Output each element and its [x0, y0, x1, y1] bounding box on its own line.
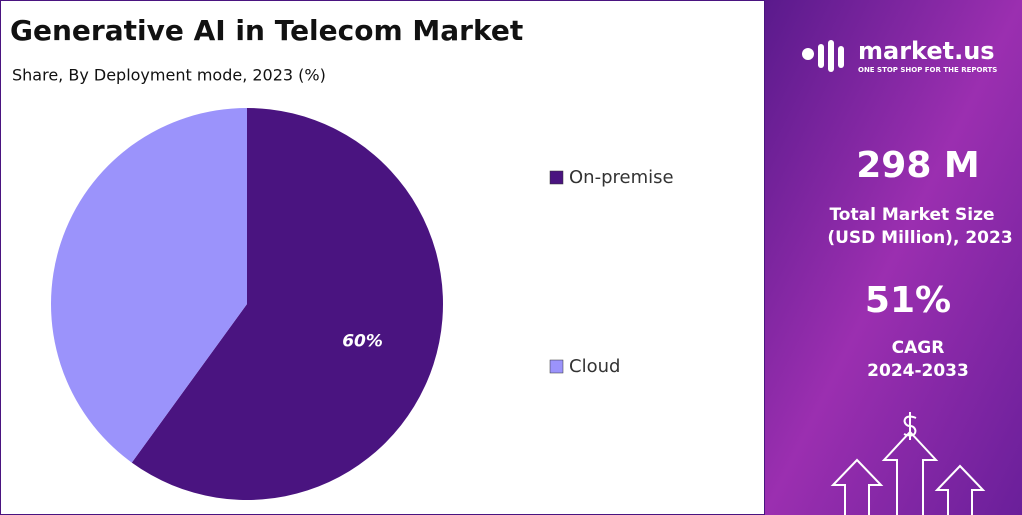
legend: On-premise Cloud: [549, 167, 674, 377]
side-panel: [765, 0, 1022, 515]
pie-slice: [131, 108, 444, 501]
cagr-period: 2024-2033: [867, 361, 969, 381]
tagline: ONE STOP SHOP FOR THE REPORTS: [858, 66, 997, 74]
brand: market.us: [858, 37, 995, 65]
market-size-label: Total Market Size: [829, 205, 994, 225]
legend-swatch: [549, 359, 564, 374]
value-label: 60%: [342, 332, 383, 352]
arrows-decoration: [830, 412, 986, 515]
cagr-label: CAGR: [892, 338, 945, 358]
chart-subtitle: Share, By Deployment mode, 2023 (%): [12, 66, 326, 85]
market-size-label: (USD Million), 2023: [827, 228, 1012, 248]
pie-slice: [51, 108, 247, 463]
cagr-value: 51%: [865, 280, 951, 321]
legend-label: Cloud: [569, 356, 620, 377]
chart-title: Generative AI in Telecom Market: [10, 14, 523, 47]
legend-label: On-premise: [569, 167, 674, 188]
pie: 60%: [51, 108, 444, 501]
market-size: 298 M: [856, 145, 980, 186]
logo: [802, 40, 844, 72]
legend-swatch: [549, 170, 564, 185]
